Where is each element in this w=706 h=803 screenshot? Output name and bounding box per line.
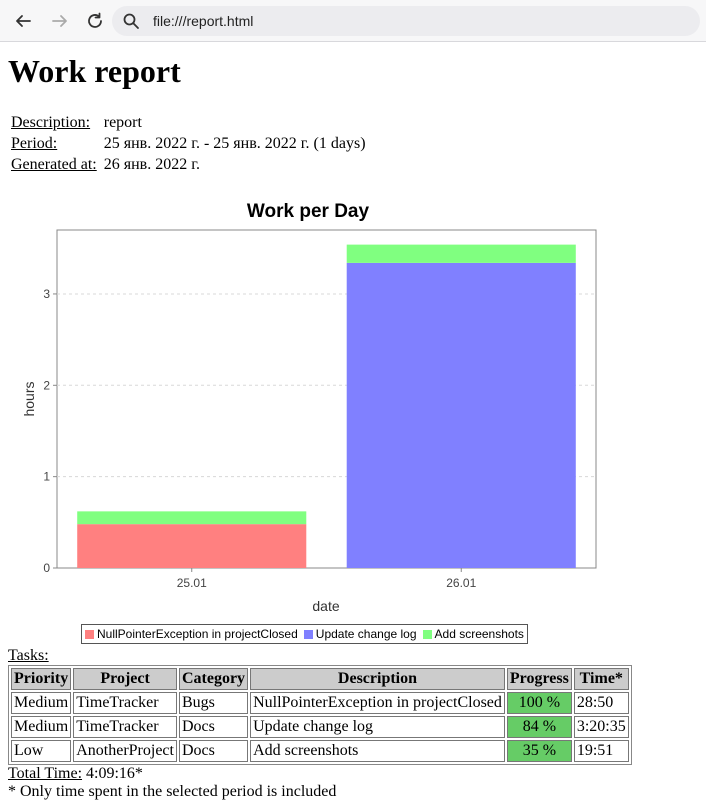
meta-row-description: Description: report [11, 113, 366, 132]
cell-category: Bugs [178, 692, 249, 714]
legend-item: Update change log [303, 627, 417, 641]
legend-swatch [85, 629, 94, 639]
column-header-project: Project [73, 668, 177, 690]
legend-label: NullPointerException in projectClosed [97, 627, 298, 641]
meta-label: Period: [11, 135, 58, 152]
legend-item: NullPointerException in projectClosed [85, 627, 298, 641]
report-meta-table: Description: report Period: 25 янв. 2022… [8, 111, 369, 176]
x-axis-label: date [312, 598, 339, 614]
cell-project: TimeTracker [73, 692, 177, 714]
page-title: Work report [8, 53, 181, 89]
legend-swatch [303, 629, 313, 639]
legend-label: Update change log [315, 627, 417, 641]
cell-project: TimeTracker [73, 716, 177, 738]
footnote: * Only time spent in the selected period… [8, 783, 337, 800]
meta-row-generated: Generated at: 26 янв. 2022 г. [11, 155, 366, 174]
cell-priority: Low [11, 740, 72, 762]
cell-priority: Medium [11, 716, 72, 738]
legend-swatch [422, 629, 432, 639]
meta-row-period: Period: 25 янв. 2022 г. - 25 янв. 2022 г… [11, 134, 366, 153]
cell-project: AnotherProject [73, 740, 177, 762]
cell-description: Update change log [250, 716, 505, 738]
meta-label: Generated at: [11, 156, 97, 173]
table-row: Medium TimeTracker Docs Update change lo… [11, 716, 629, 738]
cell-time: 3:20:35 [573, 716, 629, 738]
y-tick-label: 1 [43, 470, 50, 484]
cell-time: 19:51 [573, 740, 629, 762]
reload-icon [88, 12, 102, 28]
forward-button[interactable] [47, 8, 73, 34]
bar-segment [346, 244, 576, 263]
y-tick-label: 0 [43, 561, 50, 575]
cell-progress: 35 % [506, 740, 572, 762]
table-row: Low AnotherProject Docs Add screenshots … [11, 740, 629, 762]
meta-label: Description: [11, 114, 91, 131]
column-header-category: Category [178, 668, 249, 690]
table-row: Medium TimeTracker Bugs NullPointerExcep… [11, 692, 629, 714]
arrow-right-icon [52, 15, 67, 27]
axes: 0 1 2 3 25.01 26.01 [43, 287, 476, 590]
bar-segment [346, 262, 576, 568]
search-icon [123, 13, 139, 29]
column-header-progress: Progress [506, 668, 572, 690]
meta-value: 26 янв. 2022 г. [103, 156, 200, 173]
work-per-day-chart: Work per Day 0 1 2 3 25.01 26.01 date hours [21, 201, 597, 614]
bar-segment [77, 511, 307, 525]
cell-progress: 84 % [506, 716, 572, 738]
total-time-label: Total Time: [8, 765, 83, 782]
back-button[interactable] [10, 8, 36, 34]
cell-priority: Medium [11, 692, 72, 714]
cell-progress: 100 % [506, 692, 572, 714]
y-axis-label: hours [21, 381, 37, 416]
tasks-table: Priority Project Category Description Pr… [8, 665, 632, 765]
chart-legend: NullPointerException in projectClosed Upd… [81, 624, 528, 644]
arrow-left-icon [16, 15, 31, 27]
column-header-time: Time* [573, 668, 629, 690]
x-tick-label: 26.01 [446, 576, 476, 590]
y-tick-label: 3 [43, 287, 50, 301]
address-bar[interactable]: file:///report.html [112, 6, 700, 36]
meta-value: 25 янв. 2022 г. - 25 янв. 2022 г. (1 day… [103, 135, 366, 152]
bars [77, 244, 576, 568]
cell-time: 28:50 [573, 692, 629, 714]
cell-description: Add screenshots [250, 740, 505, 762]
table-header-row: Priority Project Category Description Pr… [11, 668, 629, 690]
total-time-value: 4:09:16* [86, 765, 143, 782]
browser-toolbar: file:///report.html [0, 0, 706, 42]
tasks-label: Tasks: [8, 647, 49, 664]
y-tick-label: 2 [43, 378, 50, 392]
chart-title: Work per Day [247, 201, 370, 222]
cell-description: NullPointerException in projectClosed [250, 692, 505, 714]
cell-category: Docs [178, 740, 249, 762]
column-header-description: Description [250, 668, 505, 690]
bar-segment [77, 524, 307, 568]
meta-value: report [103, 114, 142, 131]
x-tick-label: 25.01 [177, 576, 207, 590]
cell-category: Docs [178, 716, 249, 738]
legend-label: Add screenshots [434, 627, 524, 641]
reload-button[interactable] [82, 8, 108, 34]
legend-item: Add screenshots [422, 627, 524, 641]
total-time: Total Time: 4:09:16* [8, 765, 143, 783]
column-header-priority: Priority [11, 668, 72, 690]
url-text: file:///report.html [153, 13, 254, 29]
